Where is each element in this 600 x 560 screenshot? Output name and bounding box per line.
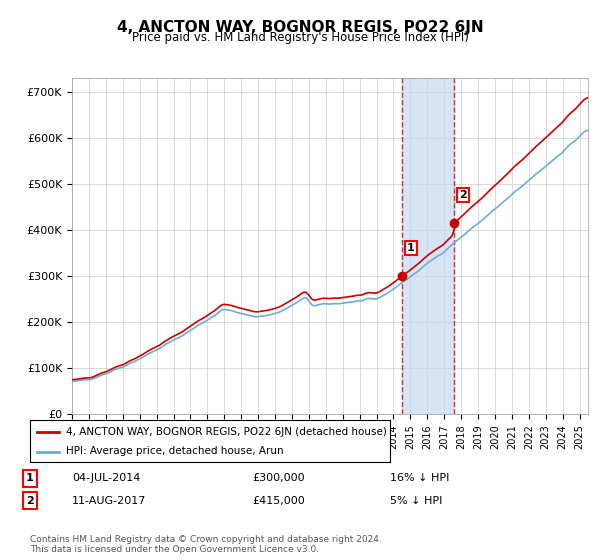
Text: £300,000: £300,000 <box>252 473 305 483</box>
Text: 2: 2 <box>460 190 467 200</box>
Text: 11-AUG-2017: 11-AUG-2017 <box>72 496 146 506</box>
Text: 2: 2 <box>26 496 34 506</box>
Text: Price paid vs. HM Land Registry's House Price Index (HPI): Price paid vs. HM Land Registry's House … <box>131 31 469 44</box>
Text: 4, ANCTON WAY, BOGNOR REGIS, PO22 6JN: 4, ANCTON WAY, BOGNOR REGIS, PO22 6JN <box>116 20 484 35</box>
Text: HPI: Average price, detached house, Arun: HPI: Average price, detached house, Arun <box>66 446 284 456</box>
Text: £415,000: £415,000 <box>252 496 305 506</box>
Text: 04-JUL-2014: 04-JUL-2014 <box>72 473 140 483</box>
Text: 1: 1 <box>26 473 34 483</box>
Text: 5% ↓ HPI: 5% ↓ HPI <box>390 496 442 506</box>
Text: 16% ↓ HPI: 16% ↓ HPI <box>390 473 449 483</box>
Bar <box>402 78 454 414</box>
Text: Contains HM Land Registry data © Crown copyright and database right 2024.
This d: Contains HM Land Registry data © Crown c… <box>30 535 382 554</box>
Text: 1: 1 <box>407 243 415 253</box>
Text: 4, ANCTON WAY, BOGNOR REGIS, PO22 6JN (detached house): 4, ANCTON WAY, BOGNOR REGIS, PO22 6JN (d… <box>66 427 387 437</box>
